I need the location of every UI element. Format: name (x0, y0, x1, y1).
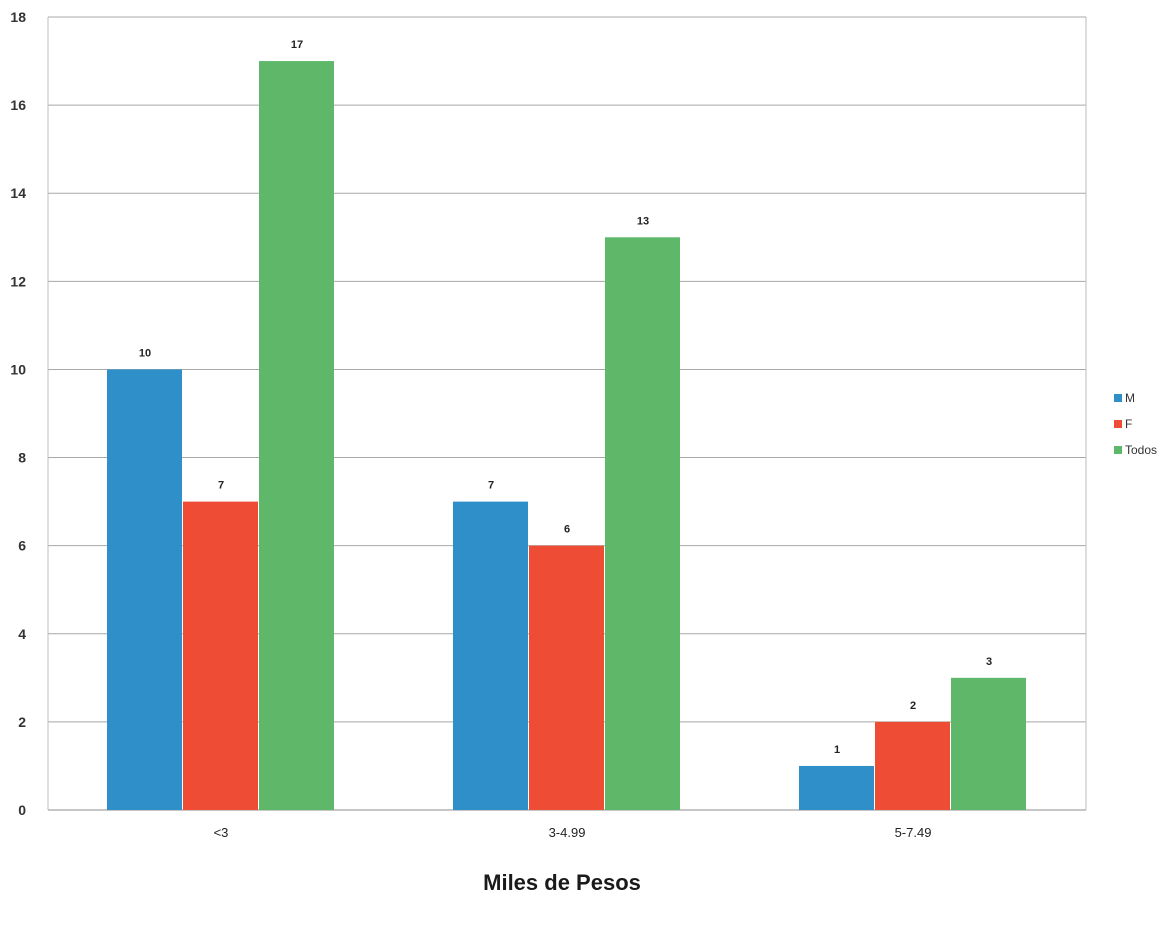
legend-label-todos: Todos (1125, 443, 1157, 457)
data-label: 17 (291, 39, 303, 51)
y-tick-label: 16 (10, 97, 26, 113)
legend-swatch-todos (1114, 446, 1122, 454)
legend-label-m: M (1125, 391, 1135, 405)
bar-f-2 (875, 721, 950, 810)
y-tick-label: 2 (18, 714, 26, 730)
bar-todos-1 (605, 237, 680, 810)
x-tick-label: 5-7.49 (895, 825, 932, 840)
data-labels: 10 7 17 7 6 13 1 2 3 (139, 39, 992, 756)
data-label: 13 (637, 215, 649, 227)
bar-f-1 (529, 545, 604, 810)
bar-todos-0 (259, 61, 334, 811)
y-tick-label: 18 (10, 9, 26, 25)
y-tick-label: 8 (18, 450, 26, 466)
bar-f-0 (183, 501, 258, 810)
data-label: 7 (218, 480, 224, 492)
legend-swatch-f (1114, 420, 1122, 428)
data-label: 2 (910, 700, 916, 712)
bar-m-2 (799, 765, 874, 810)
bar-m-0 (107, 369, 182, 810)
data-label: 6 (564, 524, 570, 536)
y-tick-label: 10 (10, 361, 26, 377)
bar-m-1 (453, 501, 528, 810)
y-tick-label: 0 (18, 802, 26, 818)
legend: MF Todos (1114, 391, 1157, 457)
data-label: 1 (834, 744, 840, 756)
y-tick-label: 4 (18, 626, 26, 642)
legend-swatch-m (1114, 394, 1122, 402)
data-label: 10 (139, 347, 151, 359)
x-tick-label: <3 (214, 825, 229, 840)
y-tick-label: 14 (10, 185, 26, 201)
y-tick-label: 12 (10, 273, 26, 289)
bars (107, 61, 1026, 811)
legend-label-f: F (1125, 417, 1132, 431)
x-tick-label: 3-4.99 (549, 825, 586, 840)
x-axis-title: Miles de Pesos (483, 870, 641, 895)
data-label: 7 (488, 480, 494, 492)
bar-todos-2 (951, 677, 1026, 810)
y-tick-label: 6 (18, 538, 26, 554)
data-label: 3 (986, 656, 992, 668)
